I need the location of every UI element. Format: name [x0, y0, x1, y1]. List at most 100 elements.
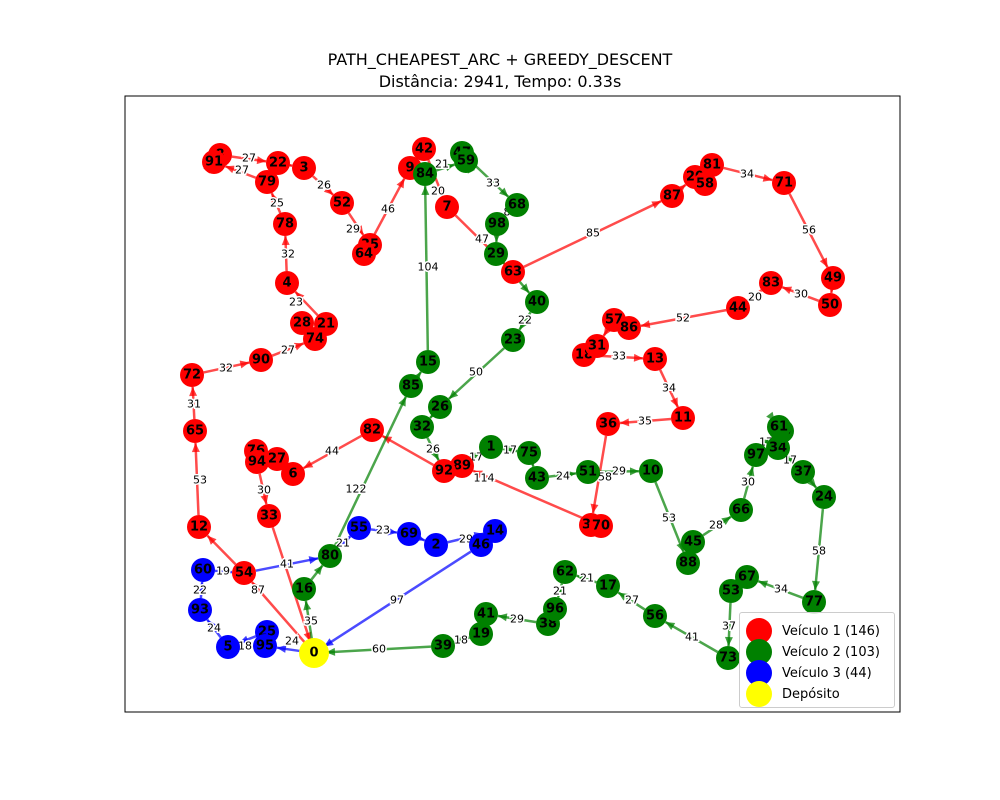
customer-node-84: 84: [413, 162, 437, 186]
node-label: 63: [504, 265, 522, 280]
customer-node-31: 31: [585, 334, 609, 358]
customer-node-13: 13: [643, 347, 667, 371]
customer-node-87: 87: [660, 184, 684, 208]
node-label: 96: [546, 602, 564, 617]
route-edge-v2-47-68: [469, 160, 510, 198]
edge-distance-label: 41: [280, 558, 294, 571]
route-edge-v2-80-85: [334, 396, 407, 546]
route-edge-v2-15-84: [421, 185, 430, 351]
edge-distance-label: 56: [802, 224, 816, 237]
node-label: 61: [770, 420, 788, 435]
route-edge-v1-63-87: [523, 200, 662, 268]
customer-node-51: 51: [576, 460, 600, 484]
node-label: 2: [431, 538, 440, 553]
node-label: 64: [355, 247, 373, 262]
route-edge-v3-93-60: [197, 581, 206, 599]
route-edge-v2-39-0: [325, 645, 432, 656]
route-edge-v2-56-17: [617, 591, 646, 611]
customer-node-60: 60: [191, 558, 215, 582]
customer-node-12: 12: [187, 515, 211, 539]
edge-distance-label: 122: [346, 483, 367, 496]
route-edge-v2-34-37: [785, 454, 796, 465]
edge-distance-label: 58: [598, 471, 612, 484]
node-label: 51: [579, 465, 597, 480]
node-label: 39: [434, 639, 452, 654]
customer-node-96: 96: [543, 597, 567, 621]
node-label: 86: [620, 321, 638, 336]
node-label: 21: [317, 317, 335, 332]
edge-label-layer: 2727262529462021333210447885345630205223…: [186, 150, 828, 657]
customer-node-81: 81: [700, 153, 724, 177]
customer-node-28: 28: [290, 311, 314, 335]
route-edge-v2-66-97: [742, 466, 755, 499]
node-label: 13: [646, 352, 664, 367]
customer-node-37: 37: [791, 460, 815, 484]
route-edge-v3-80-55: [337, 535, 352, 549]
node-label: 42: [415, 142, 433, 157]
node-label: 67: [738, 570, 756, 585]
node-label: 81: [703, 158, 721, 173]
route-edge-v2-40-23: [518, 311, 532, 331]
edge-distance-label: 27: [235, 164, 249, 177]
route-edge-v1-65-72: [189, 386, 198, 420]
customer-node-50: 50: [818, 293, 842, 317]
edge-distance-label: 46: [381, 203, 395, 216]
edge-distance-label: 27: [242, 152, 256, 165]
route-edge-v1-72-90: [203, 360, 250, 374]
node-label: 85: [402, 379, 420, 394]
customer-node-61: 61: [767, 415, 791, 439]
edge-distance-label: 30: [741, 476, 755, 489]
node-label: 10: [642, 464, 660, 479]
customer-node-52: 52: [330, 191, 354, 215]
customer-node-92: 92: [432, 459, 456, 483]
customer-node-93: 93: [188, 598, 212, 622]
node-label: 37: [794, 465, 812, 480]
node-label: 28: [293, 316, 311, 331]
edge-distance-label: 21: [435, 158, 449, 171]
customer-node-77: 77: [802, 590, 826, 614]
customer-node-46: 46: [469, 533, 493, 557]
legend-label-depot: Depósito: [782, 686, 840, 702]
customer-node-94: 94: [245, 450, 269, 474]
edge-distance-label: 35: [304, 615, 318, 628]
customer-node-88: 88: [676, 551, 700, 575]
edge-distance-label: 52: [676, 312, 690, 325]
customer-node-83: 83: [759, 271, 783, 295]
route-edge-v2-77-67: [757, 580, 804, 599]
node-label: 68: [508, 198, 526, 213]
route-edge-v1-13-11: [659, 369, 679, 408]
legend-item-depot: Depósito: [746, 681, 840, 707]
customer-node-3: 3: [292, 156, 316, 180]
customer-node-32: 32: [410, 415, 434, 439]
node-label: 65: [186, 424, 204, 439]
node-label: 84: [416, 167, 434, 182]
node-label: 59: [457, 154, 475, 169]
edge-distance-label: 23: [289, 296, 303, 309]
node-label: 78: [276, 217, 294, 232]
customer-node-45: 45: [681, 530, 705, 554]
route-edge-v1-44-86: [640, 308, 727, 329]
node-label: 40: [528, 295, 546, 310]
route-edge-v1-54-12: [206, 534, 237, 566]
route-edge-v2-37-24: [807, 478, 818, 489]
edge-distance-label: 50: [469, 366, 483, 379]
node-label: 45: [684, 535, 702, 550]
edge-distance-label: 18: [238, 640, 252, 653]
node-label: 4: [282, 276, 291, 291]
node-label: 74: [306, 332, 324, 347]
edge-distance-label: 60: [372, 643, 386, 656]
node-label: 92: [435, 464, 453, 479]
edge-distance-label: 114: [474, 472, 495, 485]
customer-node-79: 79: [255, 170, 279, 194]
legend: Veículo 1 (146) Veículo 2 (103) Veículo …: [739, 612, 895, 708]
edge-distance-label: 47: [475, 233, 489, 246]
node-label: 90: [252, 353, 270, 368]
route-edge-v1-78-79: [270, 192, 282, 214]
edge-distance-label: 53: [193, 474, 207, 487]
node-label: 82: [363, 423, 381, 438]
customer-node-67: 67: [735, 565, 759, 589]
route-edge-v3-55-69: [370, 527, 398, 536]
route-edge-v1-90-74: [271, 342, 305, 357]
node-label: 41: [477, 607, 495, 622]
customer-node-75: 75: [517, 441, 541, 465]
